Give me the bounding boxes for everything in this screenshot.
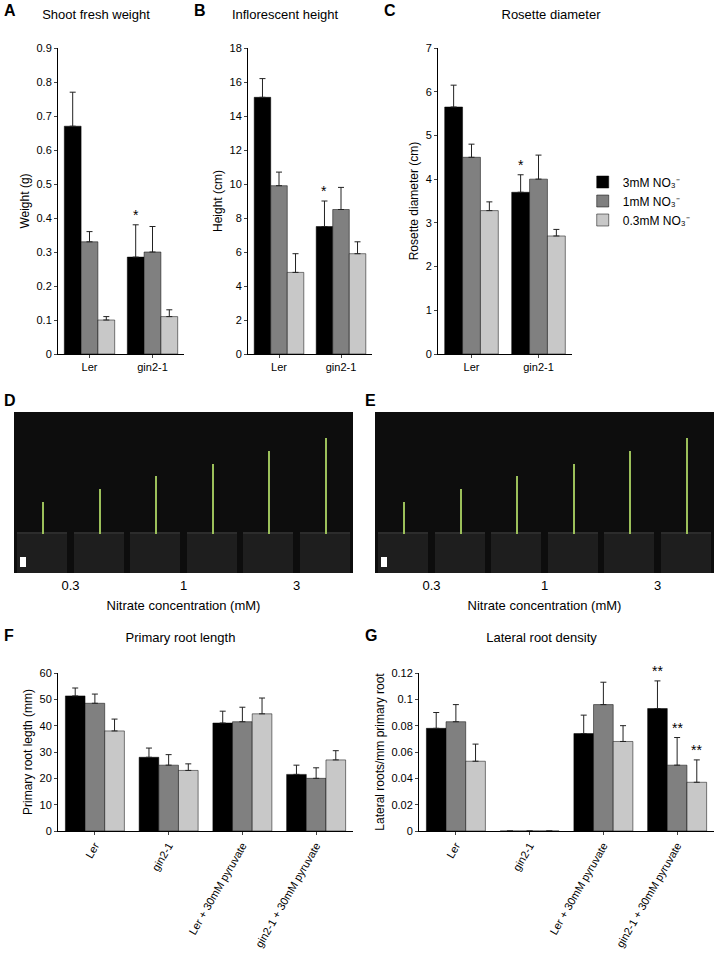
- svg-text:0.04: 0.04: [391, 772, 412, 784]
- svg-text:2: 2: [236, 314, 242, 326]
- svg-text:**: **: [652, 663, 663, 679]
- svg-text:Ler + 30mM pyruvate: Ler + 30mM pyruvate: [547, 840, 610, 936]
- svg-text:18: 18: [230, 42, 242, 54]
- svg-text:0.08: 0.08: [391, 720, 412, 732]
- svg-text:0: 0: [236, 348, 242, 360]
- svg-text:Rosette diameter: Rosette diameter: [502, 7, 602, 22]
- svg-text:8: 8: [236, 212, 242, 224]
- svg-text:*: *: [133, 207, 139, 223]
- svg-text:gin2-1 + 30mM pyruvate: gin2-1 + 30mM pyruvate: [614, 840, 684, 949]
- html-text:F: F: [4, 627, 14, 644]
- html-text:A: A: [4, 2, 16, 19]
- svg-text:gin2-1 + 30mM pyruvate: gin2-1 + 30mM pyruvate: [253, 840, 323, 949]
- svg-text:0: 0: [46, 348, 52, 360]
- svg-text:Ler: Ler: [464, 361, 480, 373]
- svg-text:0.4: 0.4: [37, 212, 52, 224]
- svg-text:20: 20: [40, 772, 52, 784]
- svg-text:0: 0: [407, 825, 413, 837]
- svg-text:gin2-1: gin2-1: [137, 361, 168, 373]
- svg-text:40: 40: [40, 720, 52, 732]
- html-text:G: G: [365, 627, 378, 644]
- svg-text:5: 5: [426, 129, 432, 141]
- svg-text:Primary root legth (mm): Primary root legth (mm): [21, 689, 35, 815]
- svg-text:60: 60: [40, 667, 52, 679]
- svg-text:14: 14: [230, 110, 242, 122]
- svg-text:Weight (g): Weight (g): [18, 173, 32, 228]
- svg-text:4: 4: [426, 173, 432, 185]
- svg-text:0.7: 0.7: [37, 110, 52, 122]
- svg-text:0.9: 0.9: [37, 42, 52, 54]
- svg-text:10: 10: [40, 799, 52, 811]
- svg-text:0.5: 0.5: [37, 178, 52, 190]
- html-text:E: E: [365, 392, 376, 409]
- svg-text:0.8: 0.8: [37, 76, 52, 88]
- svg-text:gin2-1: gin2-1: [326, 361, 357, 373]
- svg-text:0.02: 0.02: [391, 799, 412, 811]
- svg-text:Ler + 30mM pyruvate: Ler + 30mM pyruvate: [186, 840, 249, 936]
- svg-text:Shoot fresh weight: Shoot fresh weight: [42, 7, 150, 22]
- html-text:Nitrate concentration (mM): Nitrate concentration (mM): [467, 598, 622, 613]
- svg-text:*: *: [518, 157, 524, 173]
- svg-text:0.1: 0.1: [398, 693, 413, 705]
- svg-text:Primary root length: Primary root length: [126, 630, 236, 645]
- svg-text:6: 6: [236, 246, 242, 258]
- svg-text:Height (cm): Height (cm): [211, 170, 225, 232]
- html-text:0.3: 0.3: [422, 578, 441, 593]
- svg-text:Rosette diameter (cm): Rosette diameter (cm): [407, 142, 421, 261]
- svg-text:1mM NO₃⁻: 1mM NO₃⁻: [623, 195, 680, 209]
- svg-text:12: 12: [230, 144, 242, 156]
- svg-text:7: 7: [426, 42, 432, 54]
- svg-text:3mM NO₃⁻: 3mM NO₃⁻: [623, 176, 680, 190]
- svg-text:30: 30: [40, 746, 52, 758]
- svg-text:0.3: 0.3: [37, 246, 52, 258]
- svg-text:**: **: [672, 720, 683, 736]
- svg-text:Lateral roots/mm primary root: Lateral roots/mm primary root: [373, 673, 387, 831]
- html-text:3: 3: [292, 578, 301, 593]
- svg-text:4: 4: [236, 280, 242, 292]
- svg-text:Inflorescent height: Inflorescent height: [232, 7, 339, 22]
- html-text:B: B: [194, 2, 206, 19]
- svg-text:gin2-1: gin2-1: [149, 840, 175, 872]
- svg-text:16: 16: [230, 76, 242, 88]
- svg-text:50: 50: [40, 693, 52, 705]
- html-text:1: 1: [179, 578, 188, 593]
- svg-text:0.2: 0.2: [37, 280, 52, 292]
- html-text:D: D: [4, 392, 16, 409]
- svg-text:10: 10: [230, 178, 242, 190]
- svg-text:Ler: Ler: [83, 840, 102, 860]
- html-text:C: C: [384, 2, 396, 19]
- html-text:1: 1: [540, 578, 549, 593]
- svg-text:gin2-1: gin2-1: [523, 361, 554, 373]
- svg-text:1: 1: [426, 304, 432, 316]
- svg-text:0: 0: [426, 348, 432, 360]
- svg-text:Lateral root density: Lateral root density: [486, 630, 597, 645]
- svg-text:0.1: 0.1: [37, 314, 52, 326]
- svg-text:0.12: 0.12: [391, 667, 412, 679]
- html-text:3: 3: [653, 578, 662, 593]
- svg-text:*: *: [321, 183, 327, 199]
- svg-text:0: 0: [46, 825, 52, 837]
- svg-text:Ler: Ler: [444, 840, 463, 860]
- svg-text:0.3mM NO₃⁻: 0.3mM NO₃⁻: [623, 214, 690, 228]
- html-text:0.3: 0.3: [61, 578, 80, 593]
- html-text:Nitrate concentration (mM): Nitrate concentration (mM): [106, 598, 261, 613]
- svg-text:0.6: 0.6: [37, 144, 52, 156]
- svg-text:0.06: 0.06: [391, 746, 412, 758]
- svg-text:Ler: Ler: [271, 361, 287, 373]
- svg-text:gin2-1: gin2-1: [510, 840, 536, 872]
- svg-text:2: 2: [426, 260, 432, 272]
- svg-text:**: **: [691, 742, 702, 758]
- svg-text:Ler: Ler: [82, 361, 98, 373]
- svg-text:6: 6: [426, 86, 432, 98]
- svg-text:3: 3: [426, 217, 432, 229]
